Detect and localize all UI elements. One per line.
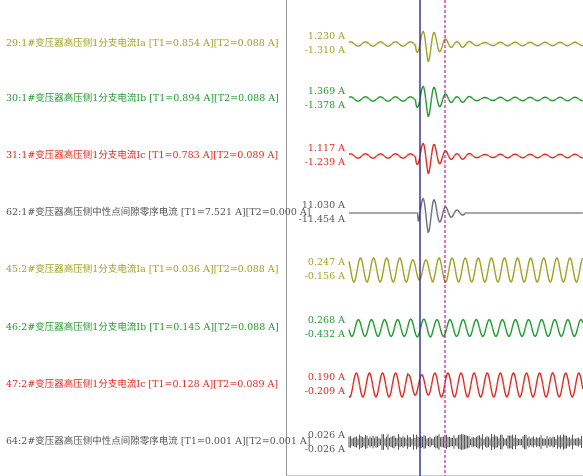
waveform-46 xyxy=(348,318,583,338)
scale-max-30: 1.369 A xyxy=(307,86,345,97)
channel-label-30[interactable]: 30:1#变压器高压侧1分支电流Ib [T1=0.894 A][T2=0.088… xyxy=(6,93,279,104)
scale-max-62: 11.030 A xyxy=(301,200,345,211)
channel-label-panel: 29:1#变压器高压侧1分支电流Ia [T1=0.854 A][T2=0.088… xyxy=(0,0,310,476)
channel-label-47[interactable]: 47:2#变压器高压侧1分支电流Ic [T1=0.128 A][T2=0.089… xyxy=(6,379,279,390)
scale-min-62: -11.454 A xyxy=(298,214,345,225)
scale-max-64: 0.026 A xyxy=(307,430,345,441)
channel-label-29[interactable]: 29:1#变压器高压侧1分支电流Ia [T1=0.854 A][T2=0.088… xyxy=(6,38,279,49)
scale-max-45: 0.247 A xyxy=(307,257,345,268)
waveform-29 xyxy=(348,30,583,63)
waveform-47 xyxy=(348,372,583,398)
scale-max-46: 0.268 A xyxy=(307,315,345,326)
channel-label-46[interactable]: 46:2#变压器高压侧1分支电流Ib [T1=0.145 A][T2=0.088… xyxy=(6,322,279,333)
scale-max-29: 1.230 A xyxy=(307,31,345,42)
scale-min-31: -1.239 A xyxy=(304,157,345,168)
waveform-30 xyxy=(348,85,583,118)
channel-label-64[interactable]: 64:2#变压器高压侧中性点间隙零序电流 [T1=0.001 A][T2=0.0… xyxy=(6,436,311,447)
scale-min-46: -0.432 A xyxy=(304,329,345,340)
channel-label-45[interactable]: 45:2#变压器高压侧1分支电流Ia [T1=0.036 A][T2=0.088… xyxy=(6,264,279,275)
scale-max-31: 1.117 A xyxy=(307,143,345,154)
scale-min-30: -1.378 A xyxy=(304,100,345,111)
scale-max-47: 0.190 A xyxy=(307,372,345,383)
scale-min-64: -0.026 A xyxy=(304,444,345,455)
scale-min-45: -0.156 A xyxy=(304,271,345,282)
waveform-45 xyxy=(348,257,583,284)
scale-min-47: -0.209 A xyxy=(304,386,345,397)
waveform-31 xyxy=(348,142,583,175)
scale-min-29: -1.310 A xyxy=(304,45,345,56)
waveform-62 xyxy=(349,197,583,234)
channel-label-62[interactable]: 62:1#变压器高压侧中性点间隙零序电流 [T1=7.521 A][T2=0.0… xyxy=(6,207,311,218)
waveform-plot[interactable] xyxy=(287,0,583,476)
scale-panel: 1.230 A -1.310 A 1.369 A -1.378 A 1.117 … xyxy=(287,0,349,476)
channel-label-31[interactable]: 31:1#变压器高压侧1分支电流Ic [T1=0.783 A][T2=0.089… xyxy=(6,150,279,161)
